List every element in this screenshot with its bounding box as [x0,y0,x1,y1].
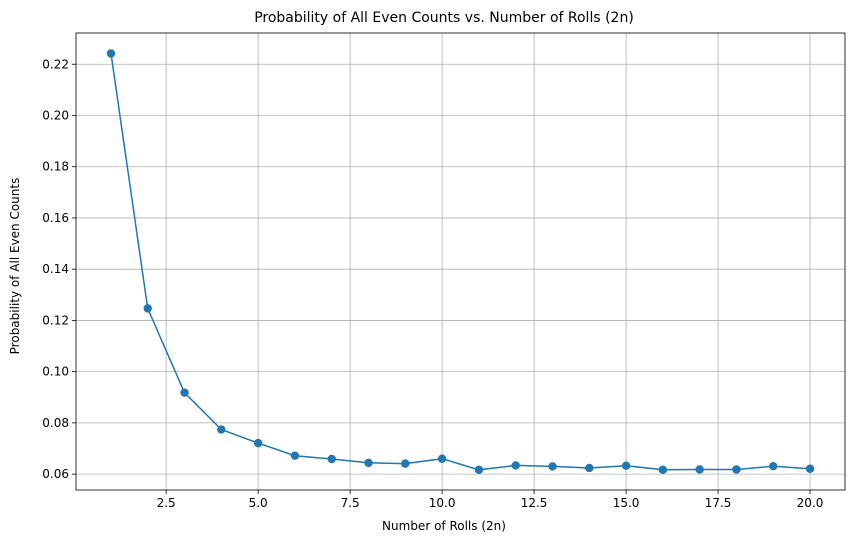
y-axis-label: Probability of All Even Counts [8,178,22,355]
y-tick-label: 0.06 [42,467,69,481]
data-point [695,465,704,474]
x-tick-label: 10.0 [429,496,456,510]
data-point [732,465,741,474]
x-tick-label: 7.5 [341,496,360,510]
axis-ticks: 2.5 5.0 7.5 10.0 12.5 15.0 17.5 20.0 0.06 0.08 0.1… [42,57,823,510]
y-tick-label: 0.10 [42,365,69,379]
data-point [769,461,778,471]
data-point [217,425,226,434]
x-tick-label: 17.5 [705,496,732,510]
x-tick-label: 20.0 [797,496,824,510]
data-point [327,454,336,464]
data-point [180,388,189,397]
data-point [474,465,484,474]
y-tick-label: 0.16 [42,211,69,225]
x-tick-label: 2.5 [157,496,176,510]
data-point [106,49,116,58]
y-tick-label: 0.12 [42,313,69,327]
data-point [401,459,410,468]
data-point [437,454,447,463]
data-point [290,451,300,460]
x-axis-label: Number of Rolls (2n) [382,519,506,533]
data-series [106,49,815,474]
y-tick-label: 0.18 [42,160,69,174]
y-tick-label: 0.22 [42,57,69,71]
y-tick-label: 0.08 [42,416,69,430]
series-line [110,53,811,471]
chart-title: Probability of All Even Counts vs. Numbe… [254,10,634,26]
data-point [253,438,263,448]
plot-frame [75,32,846,491]
data-point [658,465,668,474]
data-point [585,463,594,473]
x-tick-label: 5.0 [249,496,268,510]
x-tick-label: 15.0 [613,496,640,510]
x-tick-label: 12.5 [521,496,548,510]
y-tick-label: 0.14 [42,262,69,276]
data-point [805,464,815,473]
y-tick-label: 0.20 [42,108,69,122]
data-point [364,458,373,468]
grid-lines [76,33,845,490]
data-point [621,461,631,470]
data-point [548,462,557,471]
data-point [143,304,152,313]
data-point [511,461,520,470]
